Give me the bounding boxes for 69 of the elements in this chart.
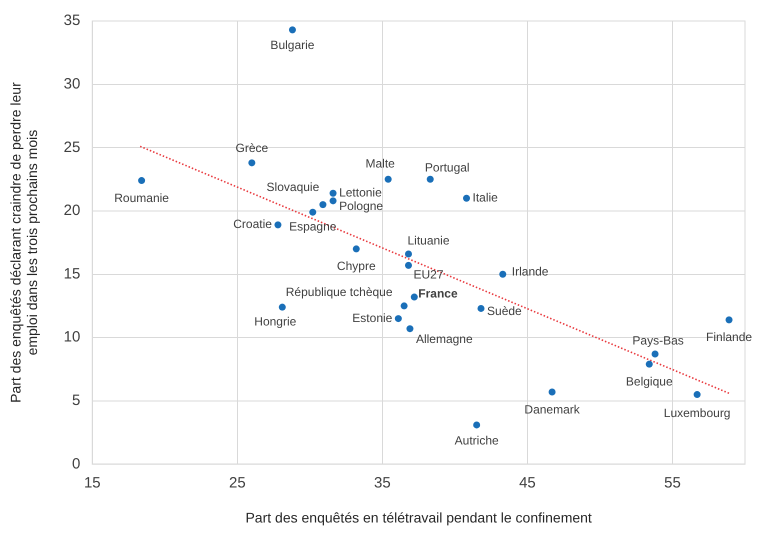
annotation: France bbox=[418, 286, 458, 300]
point bbox=[330, 190, 337, 197]
point bbox=[352, 245, 360, 252]
y-tick-label: 15 bbox=[64, 265, 80, 282]
point bbox=[404, 250, 412, 258]
y-tick-label: 25 bbox=[64, 138, 80, 156]
point bbox=[726, 316, 733, 324]
y-tick-label: 35 bbox=[64, 12, 80, 30]
annotation: Roumanie bbox=[114, 190, 170, 205]
x-tick-label: 25 bbox=[228, 474, 246, 492]
annotation: Luxembourg bbox=[664, 406, 730, 420]
y-axis-title: Part des enquêtés déclarant craindre de perdre leur emploi dans les trois prochains mois bbox=[7, 82, 40, 403]
point bbox=[319, 201, 326, 208]
annotation: Irlande bbox=[512, 264, 549, 279]
point bbox=[426, 176, 434, 183]
point bbox=[478, 304, 485, 312]
x-tick-label: 35 bbox=[374, 474, 391, 492]
annotation: EU27 bbox=[413, 268, 444, 282]
point bbox=[473, 421, 480, 428]
y-tick-label: 0 bbox=[72, 455, 80, 472]
annotation: Bulgarie bbox=[270, 38, 315, 52]
x-axis-title: Part des enquêtés en télétravail pendant le confinement bbox=[245, 509, 592, 526]
y-tick-label: 20 bbox=[64, 202, 80, 220]
point bbox=[400, 302, 408, 310]
point bbox=[694, 391, 701, 398]
point bbox=[652, 350, 659, 358]
point bbox=[384, 176, 392, 183]
x-tick-label: 45 bbox=[519, 474, 536, 492]
annotation: Slovaquie bbox=[266, 180, 320, 194]
point bbox=[548, 388, 556, 396]
point bbox=[499, 270, 506, 278]
annotation: Lituanie bbox=[407, 233, 450, 248]
point bbox=[646, 360, 653, 368]
point bbox=[404, 262, 412, 269]
point bbox=[410, 294, 418, 301]
annotation: République tchèque bbox=[286, 285, 393, 300]
y-tick-label: 10 bbox=[64, 328, 80, 346]
point bbox=[138, 177, 146, 184]
x-tick-label: 15 bbox=[84, 474, 101, 492]
annotation: Chypre bbox=[336, 259, 376, 274]
point bbox=[288, 26, 296, 34]
annotation: Belgique bbox=[626, 374, 673, 388]
point bbox=[406, 325, 414, 332]
annotation: Pologne bbox=[339, 199, 384, 214]
point bbox=[248, 159, 256, 166]
y-tick-label: 30 bbox=[64, 75, 80, 92]
y-tick-label: 5 bbox=[72, 392, 80, 410]
point bbox=[330, 197, 337, 204]
annotation: Grèce bbox=[235, 141, 268, 156]
annotation: Allemagne bbox=[416, 332, 473, 346]
annotation: Hongrie bbox=[254, 314, 297, 328]
point bbox=[274, 221, 282, 228]
annotation: Suède bbox=[487, 304, 522, 318]
annotation: Espagne bbox=[289, 220, 337, 234]
annotation: Danemark bbox=[524, 402, 581, 416]
annotation: Croatie bbox=[233, 217, 272, 232]
annotation: Italie bbox=[472, 190, 498, 205]
point bbox=[278, 304, 286, 311]
annotation: Pays-Bas bbox=[632, 333, 684, 348]
x-tick-label: 55 bbox=[664, 474, 681, 492]
annotation: Malte bbox=[366, 156, 396, 171]
point bbox=[394, 315, 402, 322]
annotation: Finlande bbox=[706, 330, 752, 344]
annotation: Estonie bbox=[352, 310, 393, 325]
annotation: Autriche bbox=[454, 433, 499, 448]
point bbox=[463, 194, 470, 202]
point bbox=[309, 208, 316, 216]
annotation: Lettonie bbox=[339, 186, 382, 200]
annotation: Portugal bbox=[424, 160, 470, 175]
